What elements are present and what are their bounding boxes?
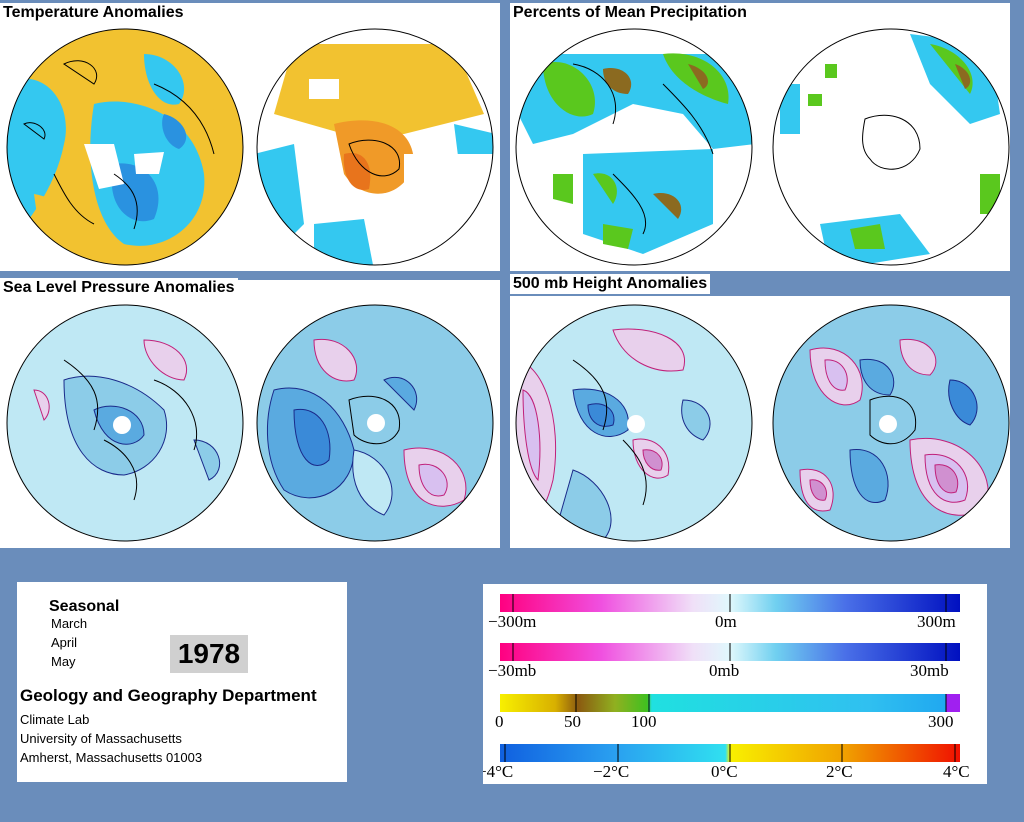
month-march: March [51,616,88,631]
period-label: Seasonal [49,598,120,615]
pressure-title: Sea Level Pressure Anomalies [0,278,238,298]
temp-label-4: 4°C [943,762,970,781]
month-may: May [51,654,76,669]
department-label: Geology and Geography Department [20,686,317,705]
temp-label-0: 0°C [711,762,738,781]
address-line: Amherst, Massachusetts 01003 [20,750,203,765]
precip-color-bar [500,694,960,712]
info-box: Seasonal March April May 1978 Geology an… [17,582,347,782]
year-label: 1978 [170,635,248,673]
month-april: April [51,635,78,650]
temperature-globe-north [6,28,244,266]
temp-label-minus4: −4°C [483,762,513,781]
height-globe-south [772,304,1010,542]
pressure-globe-south [256,304,494,542]
pressure-globe-north [6,304,244,542]
height-label-min: −300m [488,612,536,631]
pressure-label-max: 30mb [910,661,949,680]
precip-label-100: 100 [631,712,657,731]
lab-line: Climate Lab [20,712,90,727]
pressure-label-mid: 0mb [709,661,739,680]
temperature-globe-south [256,28,494,266]
precipitation-title: Percents of Mean Precipitation [510,3,750,23]
university-line: University of Massachusetts [20,731,182,746]
height-label-max: 300m [917,612,956,631]
height-title: 500 mb Height Anomalies [510,274,711,294]
temp-label-minus2: −2°C [593,762,629,781]
pressure-label-min: −30mb [488,661,536,680]
temp-label-2: 2°C [826,762,853,781]
precipitation-globe-south [772,28,1010,266]
precip-label-50: 50 [564,712,581,731]
precip-label-0: 0 [495,712,504,731]
color-scale-legend: −300m 0m 300m −30mb 0mb 30mb 0 50 100 30… [477,584,987,784]
precip-label-300: 300 [928,712,954,731]
precipitation-globe-north [515,28,753,266]
temperature-title: Temperature Anomalies [0,3,187,23]
height-globe-north [515,304,753,542]
height-label-mid: 0m [715,612,737,631]
